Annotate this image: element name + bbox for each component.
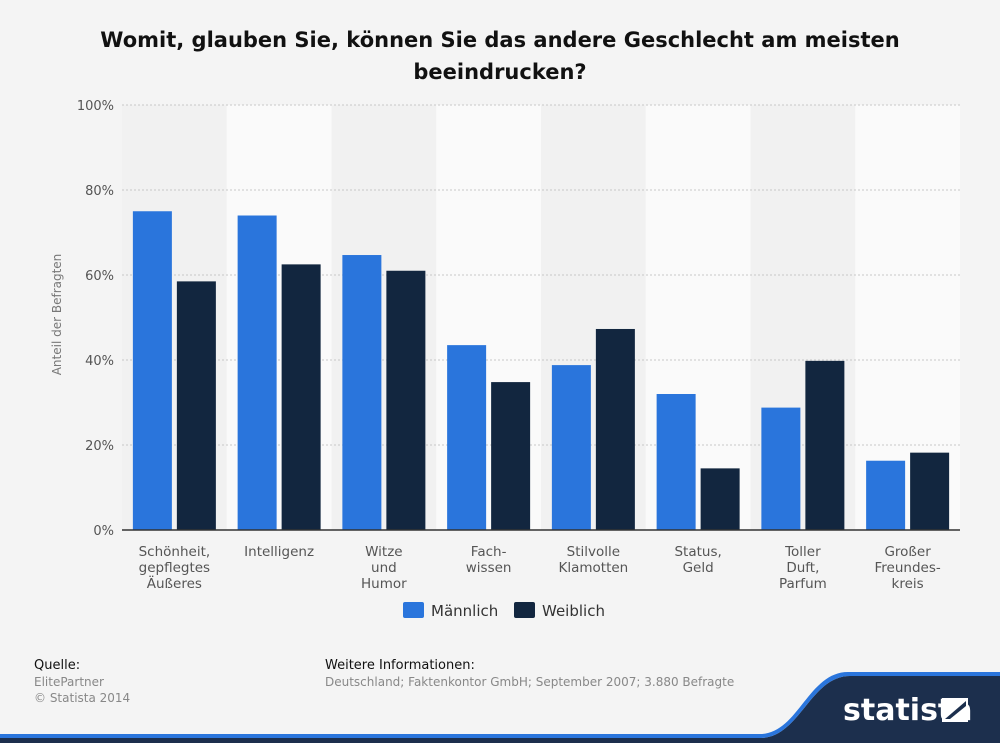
y-tick-label: 80% <box>85 184 114 199</box>
y-tick-label: 60% <box>85 269 114 284</box>
category-label: gepflegtes <box>139 560 210 576</box>
category-label: Freundes- <box>875 560 941 576</box>
category-label: Geld <box>683 560 714 576</box>
category-label: Intelligenz <box>244 544 314 560</box>
bar-weiblich <box>281 264 321 530</box>
legend-swatch <box>403 602 424 618</box>
info-heading: Weitere Informationen: <box>325 658 475 673</box>
bar-maennlich <box>237 215 277 530</box>
y-axis-title: Anteil der Befragten <box>50 254 64 376</box>
category-label: Parfum <box>779 576 827 592</box>
category-label: Fach- <box>471 544 507 560</box>
category-label: Toller <box>784 544 821 560</box>
bar-weiblich <box>805 360 845 530</box>
bar-maennlich <box>551 365 591 530</box>
category-label: Schönheit, <box>139 544 211 560</box>
y-tick-label: 100% <box>77 99 114 114</box>
category-label: Großer <box>884 544 931 560</box>
brand-swoosh <box>0 676 1000 743</box>
info-block: Weitere Informationen: Deutschland; Fakt… <box>325 658 734 690</box>
source-block: Quelle: ElitePartner © Statista 2014 <box>34 658 130 706</box>
bar-weiblich <box>386 270 426 530</box>
brand-logo-icon <box>942 698 968 722</box>
category-label: Status, <box>674 544 721 560</box>
category-label: Duft, <box>786 560 819 576</box>
source-line-2: © Statista 2014 <box>34 691 131 705</box>
bar-maennlich <box>447 345 487 530</box>
legend-label: Weiblich <box>542 602 605 620</box>
info-text: Deutschland; Faktenkontor GmbH; Septembe… <box>325 675 735 689</box>
category-label: und <box>371 560 397 576</box>
category-label: Humor <box>361 576 407 592</box>
bar-weiblich <box>595 328 635 530</box>
bar-maennlich <box>866 460 906 530</box>
category-label: Klamotten <box>559 560 629 576</box>
y-tick-label: 40% <box>85 354 114 369</box>
bar-maennlich <box>761 407 801 530</box>
legend-label: Männlich <box>431 602 498 620</box>
bar-weiblich <box>176 281 216 530</box>
category-label: Äußeres <box>147 574 202 592</box>
category-label: Witze <box>365 544 403 560</box>
source-line-1: ElitePartner <box>34 675 104 689</box>
y-tick-label: 0% <box>93 524 114 539</box>
bar-maennlich <box>132 211 172 530</box>
source-heading: Quelle: <box>34 658 81 673</box>
bar-maennlich <box>656 394 696 530</box>
legend-swatch <box>514 602 535 618</box>
category-label: wissen <box>466 560 512 576</box>
bar-maennlich <box>342 255 382 530</box>
bar-weiblich <box>910 452 950 530</box>
y-tick-label: 20% <box>85 439 114 454</box>
chart-title: Womit, glauben Sie, können Sie das ander… <box>100 28 900 84</box>
bar-weiblich <box>700 468 740 530</box>
bar-weiblich <box>491 382 531 530</box>
category-label: kreis <box>892 576 924 592</box>
category-label: Stilvolle <box>567 544 620 560</box>
